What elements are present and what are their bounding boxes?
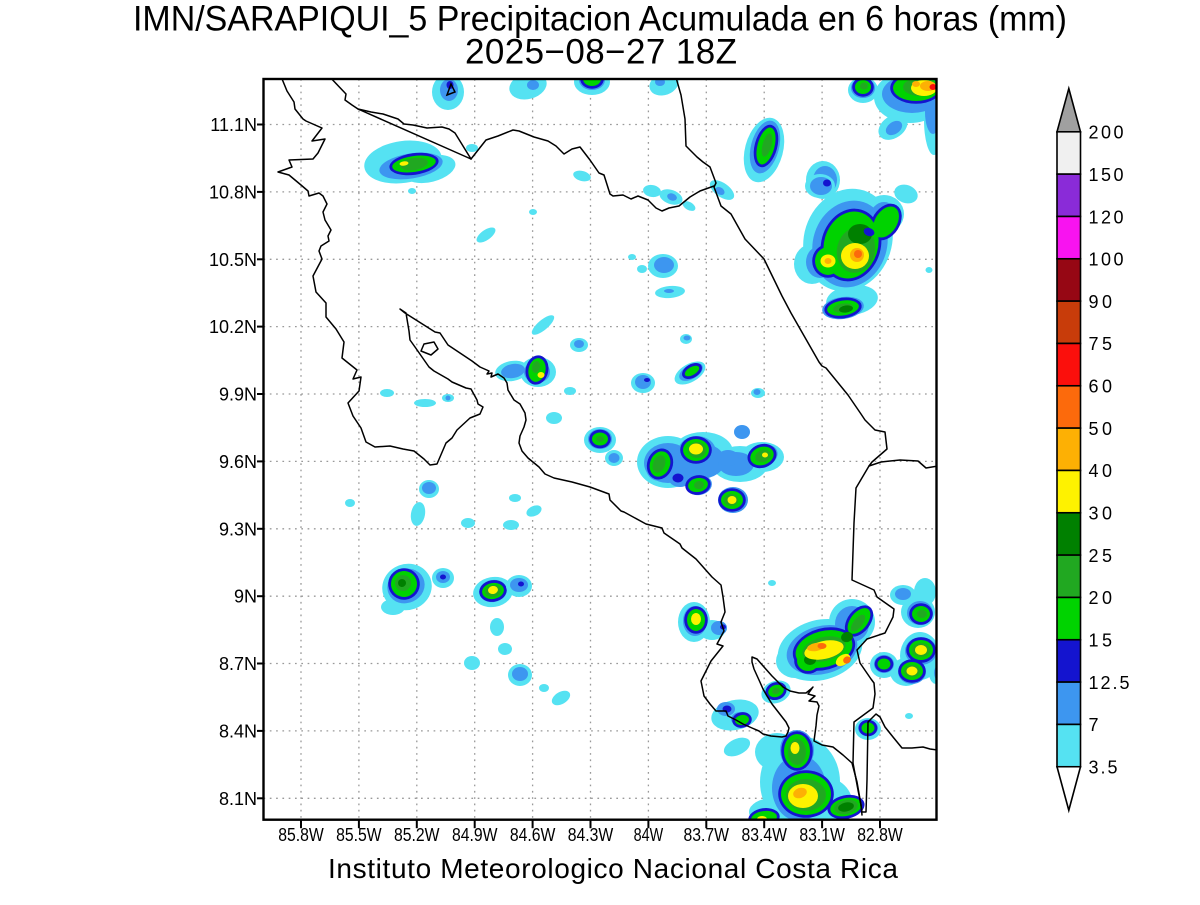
svg-text:12.5: 12.5 [1089, 673, 1130, 693]
svg-text:83.4W: 83.4W [741, 825, 787, 845]
svg-text:85.5W: 85.5W [336, 825, 382, 845]
svg-text:8.1N: 8.1N [219, 789, 257, 809]
svg-text:200: 200 [1089, 123, 1124, 143]
svg-text:IMN/SARAPIQUI_5 Precipitacion: IMN/SARAPIQUI_5 Precipitacion Acumulada … [133, 0, 1067, 39]
svg-text:150: 150 [1089, 165, 1124, 185]
svg-text:82.8W: 82.8W [857, 825, 903, 845]
svg-text:83.1W: 83.1W [799, 825, 845, 845]
svg-text:85.8W: 85.8W [278, 825, 324, 845]
svg-text:2025−08−27 18Z: 2025−08−27 18Z [465, 33, 737, 72]
svg-text:9N: 9N [234, 587, 257, 607]
svg-text:100: 100 [1089, 250, 1124, 270]
svg-text:8.7N: 8.7N [219, 654, 257, 674]
svg-text:120: 120 [1089, 207, 1124, 227]
svg-text:84.9W: 84.9W [452, 825, 498, 845]
svg-text:84.6W: 84.6W [510, 825, 556, 845]
svg-text:85.2W: 85.2W [394, 825, 440, 845]
svg-text:7: 7 [1089, 715, 1099, 735]
svg-text:11.1N: 11.1N [210, 115, 257, 135]
svg-text:83.7W: 83.7W [684, 825, 730, 845]
svg-text:9.6N: 9.6N [219, 452, 257, 472]
svg-text:10.2N: 10.2N [209, 317, 257, 337]
svg-text:10.8N: 10.8N [209, 182, 257, 202]
svg-text:84.3W: 84.3W [568, 825, 614, 845]
svg-text:10.5N: 10.5N [209, 250, 257, 270]
svg-text:3.5: 3.5 [1089, 758, 1118, 778]
svg-text:Instituto Meteorologico Nacion: Instituto Meteorologico Nacional Costa R… [328, 853, 898, 884]
svg-text:9.9N: 9.9N [219, 385, 257, 405]
svg-text:9.3N: 9.3N [219, 519, 257, 539]
svg-text:84W: 84W [634, 825, 664, 845]
svg-text:8.4N: 8.4N [219, 721, 257, 741]
